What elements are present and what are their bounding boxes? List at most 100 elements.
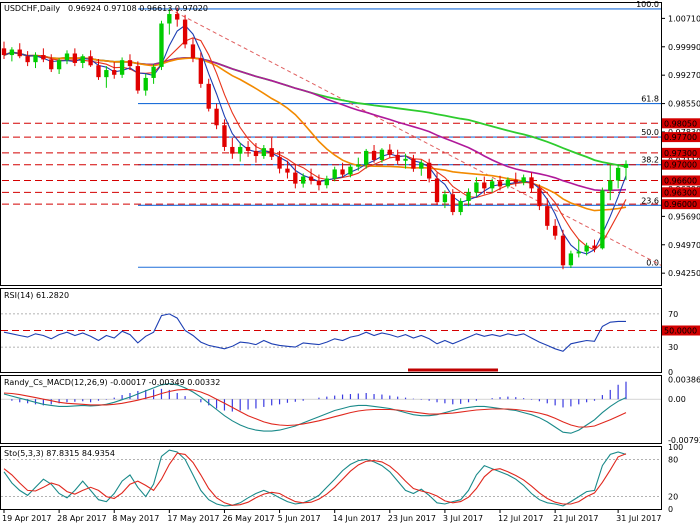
candle-body	[285, 168, 290, 173]
macd-tick-label: 0.00386	[668, 375, 700, 384]
stoch-tick-label: 0	[668, 505, 673, 514]
fib-level-label: 0.0	[646, 258, 659, 267]
level-price-tag-label: 0.96600	[664, 176, 697, 185]
candle-body	[135, 66, 141, 91]
price-tick-label: 0.98550	[668, 100, 700, 109]
x-tick-label: 28 Apr 2017	[57, 514, 106, 523]
candle-body	[442, 194, 448, 203]
price-tick-label: 0.99990	[668, 43, 700, 52]
rsi-tick-label: 0	[668, 368, 673, 377]
macd-label: Randy_Cs_MACD(12,26,9) -0.00017 -0.00349…	[4, 378, 220, 387]
stoch-tick-label: 80	[668, 455, 678, 464]
candle-body	[222, 125, 227, 147]
x-tick-label: 19 Apr 2017	[2, 514, 51, 523]
candle-body	[450, 194, 455, 213]
candle-body	[434, 178, 440, 203]
candle-body	[474, 182, 479, 193]
price-tick-label: 1.00710	[668, 14, 700, 23]
candle-body	[49, 59, 54, 70]
macd-tick-label: 0.00	[668, 395, 686, 404]
candle-body	[411, 158, 416, 169]
candle-body	[159, 23, 164, 67]
candle-body	[33, 55, 38, 63]
candle-body	[403, 158, 408, 161]
level-price-tag-label: 0.98050	[664, 119, 697, 128]
candle-body	[552, 225, 558, 236]
candle-body	[88, 56, 93, 66]
level-price-tag	[662, 187, 700, 198]
candle-body	[151, 66, 156, 78]
candle-body	[238, 146, 243, 154]
candle-body	[261, 148, 266, 157]
price-tick-label: 0.94970	[668, 241, 700, 250]
level-price-tag	[662, 132, 700, 143]
candle-body	[143, 77, 148, 91]
candle-body	[419, 162, 424, 169]
candle-body	[497, 181, 503, 187]
candle-body	[245, 146, 251, 151]
fib-level-label: 38.2	[641, 156, 659, 165]
candle-body	[584, 245, 589, 252]
rsi-tick-label: 30	[668, 343, 678, 352]
x-tick-label: 26 May 2017	[222, 514, 274, 523]
candle-body	[521, 177, 526, 183]
fib-level-label: 50.0	[641, 128, 659, 137]
candle-body	[308, 176, 314, 181]
candle-body	[489, 181, 495, 189]
candle-body	[17, 49, 22, 57]
level-price-tag-label: 0.97000	[664, 161, 697, 170]
candle-body	[537, 188, 542, 207]
x-tick-label: 5 Jun 2017	[278, 514, 321, 523]
candle-body	[568, 253, 574, 266]
macd-tick-label: -0.00792	[668, 436, 700, 445]
candle-body	[198, 58, 204, 84]
candle-body	[293, 172, 298, 184]
candle-body	[64, 53, 70, 61]
ma-red-line	[3, 37, 627, 251]
chart-header-ohlc: 0.96924 0.97108 0.96613 0.97020	[68, 4, 208, 13]
candle-body	[214, 108, 219, 126]
candle-body	[112, 70, 117, 75]
candle-body	[56, 60, 62, 70]
candle-body	[182, 19, 188, 45]
x-tick-label: 12 Jul 2017	[498, 514, 543, 523]
candle-body	[190, 44, 196, 59]
candle-body	[72, 53, 78, 63]
candle-body	[615, 167, 621, 181]
stoch-label: Sto(5,3,3) 87.8315 84.9354	[4, 449, 115, 458]
candle-body	[119, 60, 125, 75]
candle-body	[25, 56, 30, 63]
candle-body	[9, 49, 15, 56]
candle-body	[600, 190, 605, 249]
candle-body	[1, 48, 7, 56]
macd-line	[3, 383, 627, 434]
candle-body	[466, 192, 471, 201]
candle-body	[80, 56, 85, 63]
macd-signal-line	[3, 388, 627, 428]
candle-body	[104, 70, 109, 78]
candle-body	[371, 150, 377, 160]
x-tick-label: 17 May 2017	[167, 514, 219, 523]
stoch-panel-frame	[0, 446, 662, 510]
candle-body	[576, 251, 581, 254]
candle-body	[340, 169, 345, 175]
level-price-tag-label: 0.96300	[664, 188, 697, 197]
x-tick-label: 3 Jul 2017	[443, 514, 483, 523]
candle-body	[167, 14, 172, 24]
level-price-tag	[662, 199, 700, 210]
rsi-label: RSI(14) 61.2820	[4, 291, 69, 300]
candle-body	[269, 148, 274, 157]
candle-body	[545, 206, 550, 226]
level-price-tag	[662, 175, 700, 186]
candle-body	[458, 200, 463, 213]
macd-panel-frame	[0, 375, 662, 444]
fib-level-label: 61.8	[641, 95, 659, 104]
x-tick-label: 21 Jul 2017	[553, 514, 598, 523]
level-price-tag	[662, 159, 700, 170]
candle-body	[387, 149, 392, 155]
candle-body	[175, 14, 180, 20]
candle-body	[41, 55, 46, 60]
price-tick-label: 0.94250	[668, 269, 700, 278]
candle-body	[356, 164, 361, 167]
